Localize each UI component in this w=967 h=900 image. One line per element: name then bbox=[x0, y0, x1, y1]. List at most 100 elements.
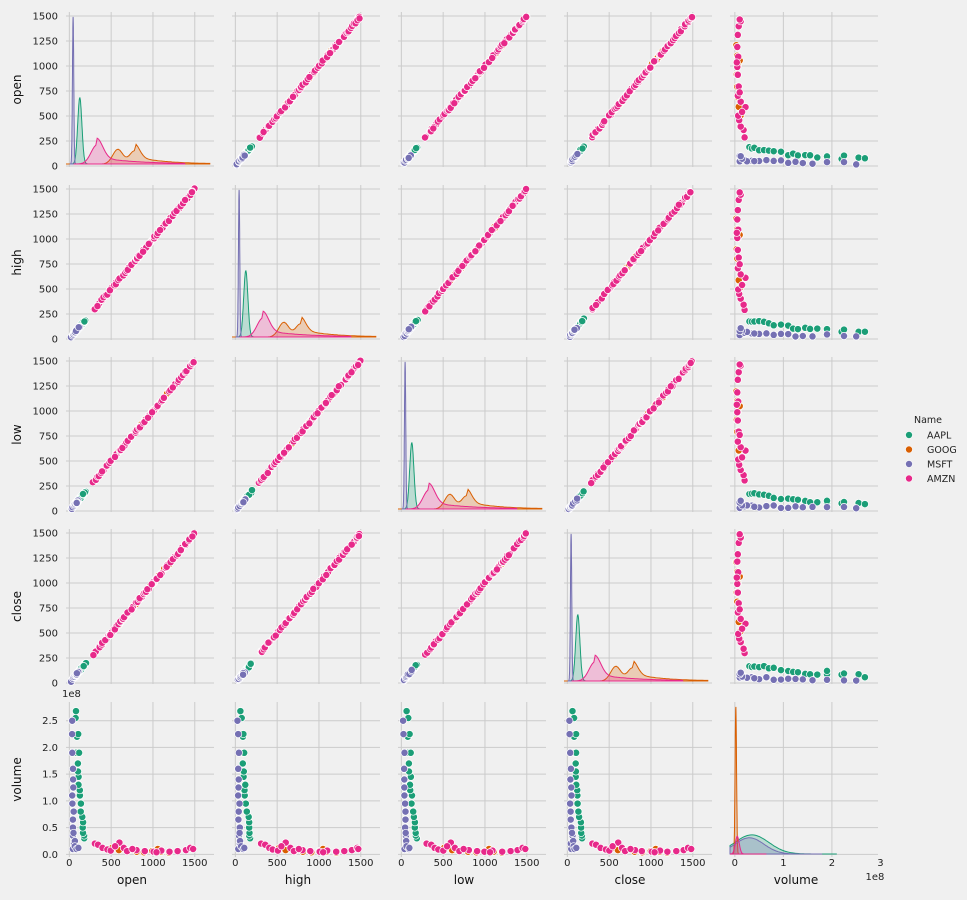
x-axis-label: high bbox=[285, 873, 311, 887]
point-MSFT bbox=[399, 716, 408, 725]
point-AMZN bbox=[521, 845, 530, 853]
point-AMZN bbox=[140, 847, 149, 856]
point-AMZN bbox=[608, 842, 617, 851]
point-MSFT bbox=[566, 764, 575, 773]
point-MSFT bbox=[400, 775, 409, 784]
x-tick-label: 0 bbox=[398, 858, 404, 869]
legend: Name AAPL GOOG MSFT AMZN bbox=[905, 415, 957, 485]
panel-high-vs-low bbox=[398, 185, 546, 341]
panel-background bbox=[730, 702, 878, 857]
y-tick-label: 0 bbox=[52, 162, 58, 173]
point-MSFT bbox=[74, 323, 83, 332]
y-tick-label: 1250 bbox=[33, 554, 58, 565]
point-AMZN bbox=[354, 361, 363, 369]
point-AMZN bbox=[298, 427, 307, 436]
point-MSFT bbox=[565, 716, 574, 725]
point-MSFT bbox=[573, 150, 582, 158]
x-axis-label: open bbox=[117, 873, 147, 887]
point-MSFT bbox=[568, 828, 576, 837]
point-AMZN bbox=[733, 206, 742, 215]
y-tick-label: 500 bbox=[39, 285, 58, 296]
panel-close-vs-close bbox=[564, 529, 712, 684]
point-MSFT bbox=[791, 675, 800, 683]
point-AMZN bbox=[735, 530, 744, 539]
point-MSFT bbox=[762, 502, 771, 511]
point-AAPL bbox=[574, 807, 583, 816]
point-MSFT bbox=[750, 502, 759, 511]
point-AAPL bbox=[813, 498, 822, 507]
panel-open-vs-high bbox=[232, 12, 380, 169]
point-AAPL bbox=[813, 324, 822, 333]
x-tick-label: 1000 bbox=[140, 858, 165, 869]
point-AMZN bbox=[735, 15, 744, 24]
point-AAPL bbox=[412, 317, 420, 326]
point-MSFT bbox=[235, 828, 244, 837]
point-AMZN bbox=[488, 54, 497, 62]
point-AMZN bbox=[733, 588, 742, 597]
panel-close-vs-open bbox=[66, 529, 214, 686]
legend-label-AAPL: AAPL bbox=[927, 431, 952, 442]
point-MSFT bbox=[823, 158, 831, 167]
panel-background bbox=[66, 702, 214, 857]
point-AMZN bbox=[732, 400, 741, 409]
point-AAPL bbox=[860, 673, 869, 682]
point-AAPL bbox=[860, 327, 869, 336]
panel-background bbox=[66, 12, 214, 167]
point-MSFT bbox=[566, 815, 575, 824]
point-AMZN bbox=[347, 368, 356, 377]
point-AMZN bbox=[188, 188, 196, 197]
y-tick-label: 1000 bbox=[33, 407, 58, 418]
point-AMZN bbox=[144, 413, 153, 422]
point-AMZN bbox=[736, 122, 745, 131]
point-MSFT bbox=[777, 156, 785, 165]
point-AMZN bbox=[688, 13, 696, 22]
point-MSFT bbox=[234, 807, 243, 816]
point-MSFT bbox=[784, 158, 793, 167]
x-tick-label: 0 bbox=[564, 858, 570, 869]
point-AMZN bbox=[334, 382, 343, 391]
y-axis-label: low bbox=[10, 424, 24, 445]
point-AMZN bbox=[176, 546, 185, 555]
point-MSFT bbox=[823, 503, 831, 512]
point-AMZN bbox=[340, 847, 349, 856]
y-tick-label: 1000 bbox=[33, 579, 58, 590]
point-AMZN bbox=[309, 584, 318, 593]
point-AMZN bbox=[687, 845, 696, 853]
point-AMZN bbox=[168, 383, 177, 392]
y-tick-label: 1500 bbox=[33, 12, 58, 23]
kde-AMZN bbox=[730, 835, 767, 855]
point-MSFT bbox=[234, 815, 243, 824]
point-MSFT bbox=[234, 791, 243, 800]
point-AMZN bbox=[181, 196, 190, 204]
point-MSFT bbox=[234, 748, 243, 757]
point-AMZN bbox=[332, 847, 341, 856]
point-AMZN bbox=[264, 638, 273, 647]
point-AMZN bbox=[471, 247, 480, 256]
point-MSFT bbox=[573, 494, 582, 503]
point-AMZN bbox=[354, 532, 363, 541]
point-MSFT bbox=[798, 503, 807, 512]
point-AAPL bbox=[769, 663, 778, 672]
point-MSFT bbox=[565, 730, 574, 739]
point-AMZN bbox=[650, 57, 659, 66]
point-AMZN bbox=[326, 49, 334, 58]
y-tick-label: 750 bbox=[39, 260, 58, 271]
point-AMZN bbox=[118, 443, 127, 452]
point-AMZN bbox=[263, 469, 272, 477]
point-AAPL bbox=[806, 151, 815, 160]
y-tick-label: 500 bbox=[39, 112, 58, 123]
point-AAPL bbox=[79, 662, 88, 671]
panel-low-vs-volume bbox=[730, 357, 878, 513]
point-AMZN bbox=[740, 133, 749, 142]
point-AMZN bbox=[354, 845, 363, 853]
point-AMZN bbox=[674, 200, 683, 209]
y-tick-label: 750 bbox=[39, 87, 58, 98]
point-AMZN bbox=[637, 247, 646, 256]
point-AAPL bbox=[777, 495, 785, 503]
point-AMZN bbox=[127, 605, 136, 614]
point-AMZN bbox=[734, 253, 743, 262]
kde-AMZN bbox=[405, 482, 518, 510]
point-AMZN bbox=[739, 644, 748, 653]
point-AAPL bbox=[860, 500, 869, 509]
